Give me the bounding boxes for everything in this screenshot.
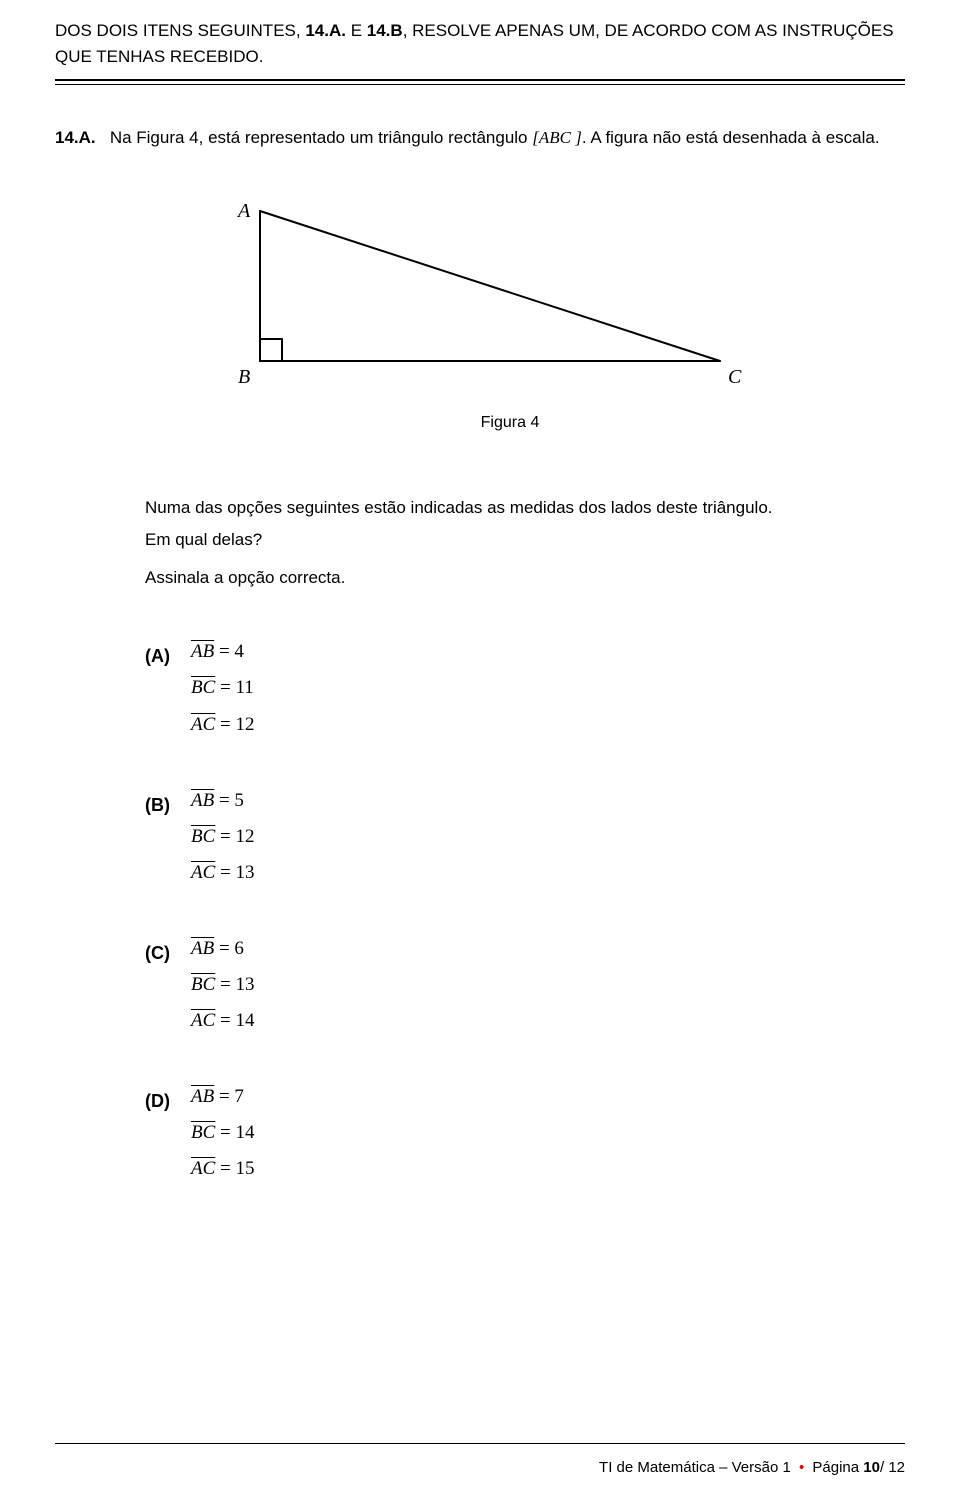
option-lines: AB = 6BC = 13AC = 14: [191, 931, 255, 1039]
header-pre: DOS DOIS ITENS SEGUINTES,: [55, 21, 305, 40]
equation-line: AB = 4: [191, 634, 255, 670]
option[interactable]: (C)AB = 6BC = 13AC = 14: [145, 931, 905, 1039]
triangle-notation: [ABC ]: [532, 128, 582, 147]
question-intro: 14.A. Na Figura 4, está representado um …: [55, 125, 905, 151]
header-bold-14a: 14.A.: [305, 21, 346, 40]
divider-thin: [55, 84, 905, 85]
equation-line: AB = 6: [191, 931, 255, 967]
question-body: Numa das opções seguintes estão indicada…: [55, 492, 905, 595]
equation-line: AC = 13: [191, 855, 255, 891]
triangle-svg: A B C: [200, 191, 760, 401]
option-lines: AB = 5BC = 12AC = 13: [191, 783, 255, 891]
svg-text:C: C: [728, 366, 742, 388]
equation-line: AC = 14: [191, 1003, 255, 1039]
footer-page-label: Página: [812, 1459, 863, 1476]
footer-rule: [55, 1443, 905, 1444]
footer-left: TI de Matemática – Versão 1: [599, 1459, 791, 1476]
question-intro-post: . A figura não está desenhada à escala.: [582, 128, 880, 147]
option-lines: AB = 4BC = 11AC = 12: [191, 634, 255, 742]
option-letter: (B): [145, 783, 191, 823]
equation-line: BC = 14: [191, 1115, 255, 1151]
body-p3: Assinala a opção correcta.: [145, 562, 905, 594]
option[interactable]: (B)AB = 5BC = 12AC = 13: [145, 783, 905, 891]
options-list: (A)AB = 4BC = 11AC = 12(B)AB = 5BC = 12A…: [55, 634, 905, 1187]
figure-4: A B C Figura 4: [55, 191, 905, 432]
option-letter: (D): [145, 1079, 191, 1119]
equation-line: AC = 12: [191, 707, 255, 743]
equation-line: BC = 11: [191, 670, 255, 706]
svg-text:B: B: [238, 366, 250, 388]
option-lines: AB = 7BC = 14AC = 15: [191, 1079, 255, 1187]
equation-line: AC = 15: [191, 1151, 255, 1187]
footer: TI de Matemática – Versão 1 • Página 10/…: [599, 1459, 905, 1476]
question-label: 14.A.: [55, 128, 96, 147]
equation-line: AB = 5: [191, 783, 255, 819]
equation-line: BC = 13: [191, 967, 255, 1003]
divider-thick: [55, 79, 905, 81]
equation-line: BC = 12: [191, 819, 255, 855]
body-p1: Numa das opções seguintes estão indicada…: [145, 492, 905, 524]
option-letter: (A): [145, 634, 191, 674]
option[interactable]: (D)AB = 7BC = 14AC = 15: [145, 1079, 905, 1187]
body-p2: Em qual delas?: [145, 524, 905, 556]
footer-page-num: 10: [863, 1459, 880, 1476]
option-letter: (C): [145, 931, 191, 971]
instruction-header: DOS DOIS ITENS SEGUINTES, 14.A. E 14.B, …: [55, 18, 905, 69]
figure-caption: Figura 4: [230, 414, 790, 432]
svg-text:A: A: [236, 200, 251, 222]
exam-page: DOS DOIS ITENS SEGUINTES, 14.A. E 14.B, …: [0, 0, 960, 1504]
question-intro-pre: Na Figura 4, está representado um triâng…: [110, 128, 532, 147]
footer-page-total: 12: [888, 1459, 905, 1476]
option[interactable]: (A)AB = 4BC = 11AC = 12: [145, 634, 905, 742]
equation-line: AB = 7: [191, 1079, 255, 1115]
header-mid: E: [346, 21, 367, 40]
header-bold-14b: 14.B: [367, 21, 403, 40]
footer-bullet-icon: •: [799, 1459, 804, 1476]
